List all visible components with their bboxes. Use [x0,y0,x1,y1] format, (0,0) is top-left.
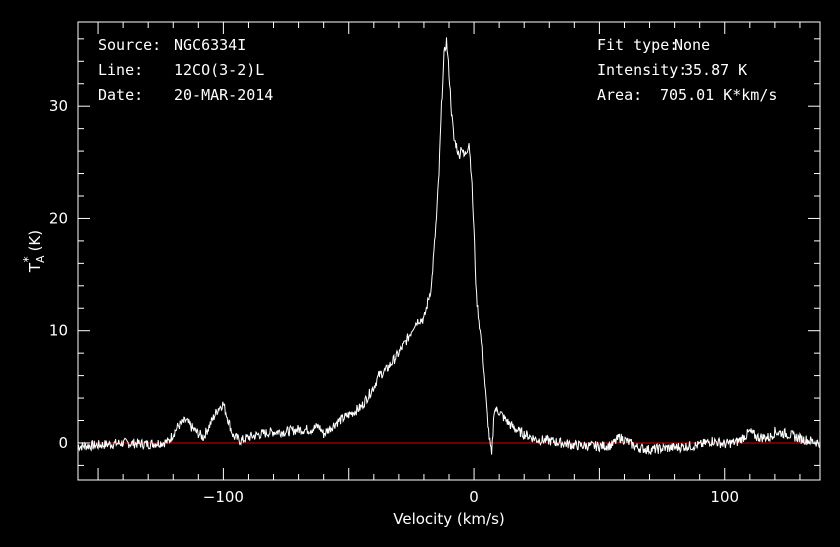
x-tick-label: 0 [469,488,479,506]
y-axis-title-sub: A [34,255,47,263]
source-label: Source: [98,36,161,54]
x-axis-title: Velocity (km/s) [393,510,504,528]
y-axis-title: TA* (K) [21,230,47,273]
source-value: NGC6334I [174,36,246,54]
y-tick-label: 0 [58,434,68,452]
spectrum-trace [77,37,821,456]
y-tick-label: 10 [49,322,68,340]
intensity-label: Intensity: [597,61,687,79]
y-tick-label: 30 [49,97,68,115]
x-tick-label: −100 [203,488,244,506]
axis-ticks: −100 0 100 0 10 20 30 [49,22,820,506]
svg-text:TA*(K): TA* (K) [21,230,47,273]
fit-type-label: Fit type: [597,36,678,54]
line-label: Line: [98,61,143,79]
fit-type-value: None [674,36,710,54]
y-tick-label: 20 [49,209,68,227]
intensity-value: 35.87 K [684,61,747,79]
area-value: 705.01 K*km/s [660,86,777,104]
date-label: Date: [98,86,143,104]
area-label: Area: [597,86,642,104]
date-value: 20-MAR-2014 [174,86,273,104]
y-axis-title-main: T [26,262,44,273]
x-tick-label: 100 [710,488,739,506]
line-value: 12CO(3-2)L [174,61,264,79]
y-axis-title-unit: (K) [26,230,44,252]
y-axis-title-sup: * [21,256,35,262]
